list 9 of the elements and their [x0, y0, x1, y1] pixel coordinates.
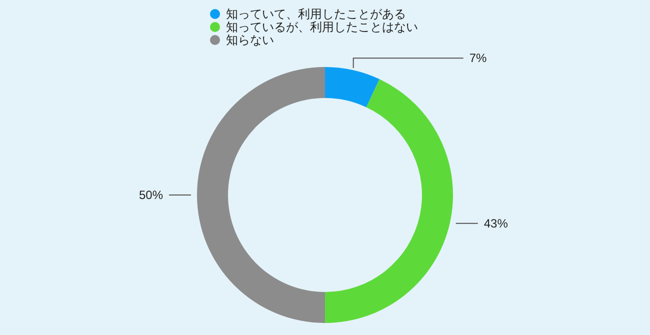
donut-slice — [325, 79, 453, 323]
data-label: 7% — [469, 51, 488, 66]
legend-label: 知っていて、利用したことがある — [226, 7, 406, 21]
data-label: 43% — [484, 216, 508, 230]
donut-slice — [325, 67, 380, 108]
data-label: 50% — [138, 188, 164, 202]
legend-label: 知っているが、利用したことはない — [226, 20, 418, 34]
legend-label: 知らない — [226, 33, 274, 47]
donut-slice — [197, 67, 325, 323]
